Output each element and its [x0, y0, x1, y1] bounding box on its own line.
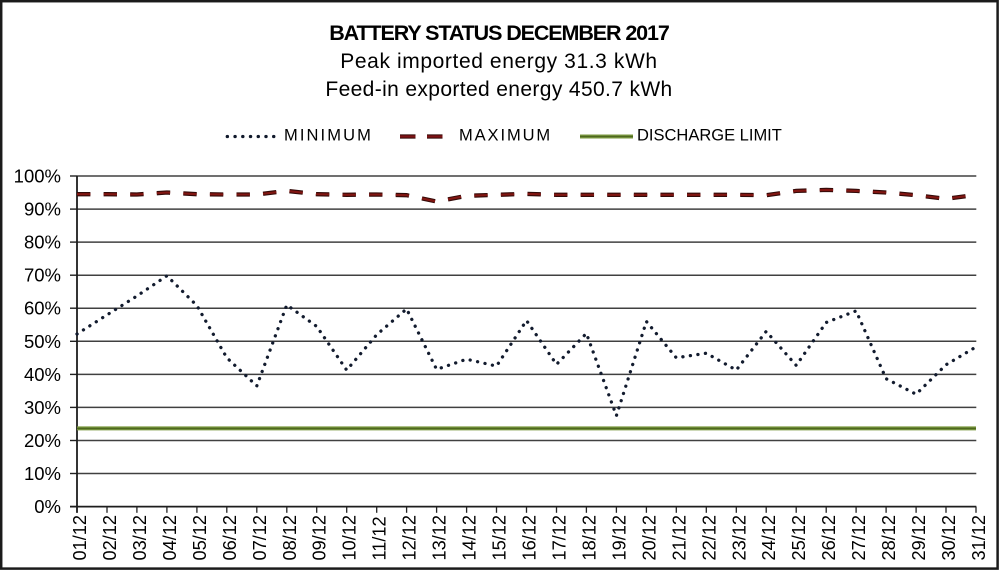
- svg-text:30%: 30%: [24, 397, 61, 418]
- svg-text:20%: 20%: [24, 430, 61, 451]
- svg-text:20/12: 20/12: [639, 515, 659, 561]
- svg-text:Peak imported energy 31.3 kWh: Peak imported energy 31.3 kWh: [340, 50, 657, 73]
- svg-text:11/12: 11/12: [370, 516, 390, 560]
- svg-text:28/12: 28/12: [879, 515, 899, 561]
- svg-text:14/12: 14/12: [460, 515, 480, 561]
- svg-text:25/12: 25/12: [789, 515, 809, 561]
- svg-text:13/12: 13/12: [430, 515, 450, 561]
- svg-text:18/12: 18/12: [579, 515, 599, 561]
- svg-text:04/12: 04/12: [160, 515, 180, 561]
- svg-text:05/12: 05/12: [190, 515, 210, 561]
- svg-text:17/12: 17/12: [550, 515, 570, 561]
- svg-text:10/12: 10/12: [340, 515, 360, 561]
- svg-text:06/12: 06/12: [220, 515, 240, 561]
- svg-text:100%: 100%: [14, 166, 61, 187]
- svg-text:60%: 60%: [24, 298, 61, 319]
- svg-text:50%: 50%: [24, 331, 61, 352]
- svg-text:02/12: 02/12: [100, 515, 120, 561]
- svg-text:BATTERY STATUS DECEMBER 2017: BATTERY STATUS DECEMBER 2017: [329, 21, 670, 45]
- svg-text:07/12: 07/12: [250, 515, 270, 561]
- svg-text:01/12: 01/12: [70, 515, 90, 561]
- svg-text:09/12: 09/12: [310, 515, 330, 561]
- svg-text:27/12: 27/12: [849, 515, 869, 561]
- svg-text:26/12: 26/12: [819, 515, 839, 561]
- svg-text:10%: 10%: [24, 463, 61, 484]
- svg-text:30/12: 30/12: [939, 515, 959, 561]
- svg-text:03/12: 03/12: [130, 515, 150, 561]
- svg-text:12/12: 12/12: [400, 515, 420, 561]
- svg-text:22/12: 22/12: [699, 515, 719, 561]
- svg-text:08/12: 08/12: [280, 515, 300, 561]
- svg-text:40%: 40%: [24, 364, 61, 385]
- svg-text:19/12: 19/12: [609, 515, 629, 561]
- svg-text:24/12: 24/12: [759, 515, 779, 561]
- svg-text:21/12: 21/12: [669, 515, 689, 561]
- svg-text:23/12: 23/12: [729, 515, 749, 561]
- svg-text:MAXIMUM: MAXIMUM: [459, 127, 552, 145]
- svg-text:DISCHARGE LIMIT: DISCHARGE LIMIT: [637, 127, 782, 145]
- svg-text:16/12: 16/12: [520, 515, 540, 561]
- svg-text:29/12: 29/12: [909, 515, 929, 561]
- svg-text:MINIMUM: MINIMUM: [284, 127, 373, 145]
- svg-text:31/12: 31/12: [969, 515, 989, 561]
- svg-text:15/12: 15/12: [490, 515, 510, 561]
- svg-text:0%: 0%: [34, 496, 61, 517]
- svg-text:90%: 90%: [24, 199, 61, 220]
- svg-text:70%: 70%: [24, 265, 61, 286]
- svg-text:80%: 80%: [24, 232, 61, 253]
- svg-text:Feed-in exported energy 450.7: Feed-in exported energy 450.7 kWh: [325, 78, 672, 101]
